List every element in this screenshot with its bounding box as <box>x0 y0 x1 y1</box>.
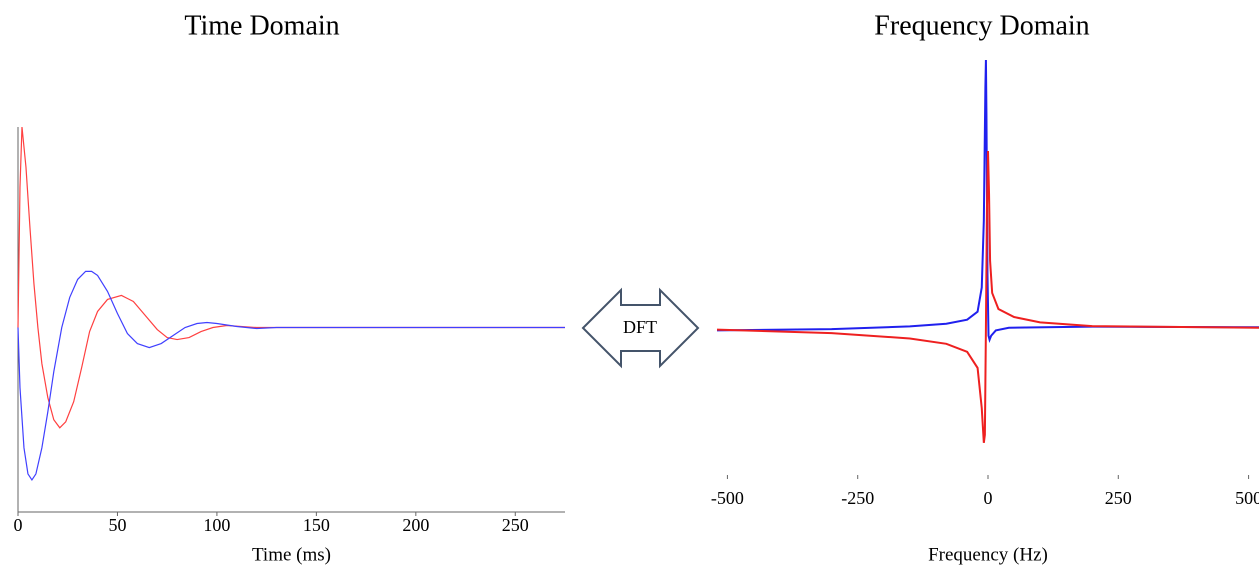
x-tick-label: 200 <box>402 515 429 535</box>
x-tick-label: 100 <box>203 515 230 535</box>
x-tick-label: 0 <box>14 515 23 535</box>
x-axis-label: Frequency (Hz) <box>928 544 1048 565</box>
chart-title: Frequency Domain <box>874 10 1089 41</box>
line-series <box>17 270 565 482</box>
arrow-label: DFT <box>623 317 657 337</box>
x-tick-label: 50 <box>108 515 126 535</box>
line-series <box>716 59 1259 344</box>
x-tick-label: 250 <box>502 515 529 535</box>
x-tick-label: -500 <box>711 488 744 508</box>
x-tick-label: 0 <box>984 488 993 508</box>
x-axis-label: Time (ms) <box>252 544 331 565</box>
line-series <box>716 151 1259 443</box>
x-tick-label: 500 <box>1235 488 1259 508</box>
line-series <box>17 126 565 429</box>
x-tick-label: -250 <box>841 488 874 508</box>
x-tick-label: 250 <box>1105 488 1132 508</box>
chart-title: Time Domain <box>184 10 339 41</box>
x-tick-label: 150 <box>303 515 330 535</box>
double-arrow <box>581 287 700 369</box>
